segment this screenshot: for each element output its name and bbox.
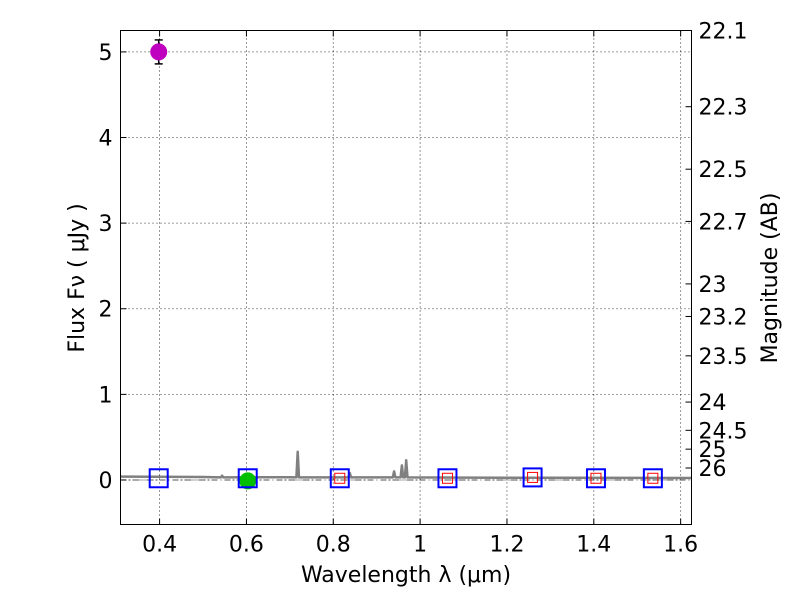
y-tick-label: 5 [99,41,113,66]
photometry-open-squares-marker [329,468,350,489]
photometry-open-squares-marker [237,468,258,489]
x-tick-label: 0.8 [316,533,351,558]
x-tick-label: 1 [413,533,427,558]
x-tick-label: 1.6 [663,533,698,558]
magnitude-tick-label: 24.5 [699,419,748,444]
tick-labels: 0.4 0.6 0.8 1 1.2 1.4 1.601234522.122.322.522.… [99,20,748,558]
magnitude-tick-label: 26 [699,457,727,482]
model-points-marker [527,471,539,483]
plot-frame [120,30,692,525]
y-tick-label: 2 [99,298,113,323]
photometry-open-squares-marker [437,468,458,489]
model-spectrum-line [120,450,692,480]
detection-ultraviolet-marker [150,43,168,61]
x-axis-label: Wavelength λ (μm) [301,563,511,588]
magnitude-tick-label: 22.1 [699,20,748,45]
magnitude-tick-label: 22.7 [699,210,748,235]
magnitude-tick-label: 22.3 [699,96,748,121]
y-tick-label: 1 [99,383,113,408]
magnitude-tick-label: 23.5 [699,345,748,370]
y-tick-label: 4 [99,127,113,152]
model-spectrum [120,450,692,480]
x-tick-label: 0.4 [142,533,177,558]
magnitude-tick-label: 23.2 [699,305,748,330]
model-points-marker [441,472,453,484]
data-points [148,39,663,490]
x-tick-label: 0.6 [229,533,264,558]
photometry-open-squares-marker [585,468,606,489]
photometry-open-squares-marker [522,467,543,488]
photometry-open-squares-marker [642,468,663,489]
y-tick-label: 0 [99,469,113,494]
magnitude-tick-label: 23 [699,273,727,298]
photometry-open-squares-marker [148,468,169,489]
y2-axis-label: Magnitude (AB) [758,193,783,364]
y-axis-label: Flux Fν ( μJy ) [65,203,90,352]
x-tick-label: 1.2 [489,533,524,558]
model-points-marker [647,472,659,484]
model-points-marker [334,472,346,484]
y-tick-label: 3 [99,212,113,237]
magnitude-tick-label: 22.5 [699,158,748,183]
magnitude-tick-label: 24 [699,391,727,416]
magnitude-tick-label: 25 [699,438,727,463]
x-tick-label: 1.4 [576,533,611,558]
axis-ticks [120,30,692,525]
model-points-marker [590,472,602,484]
